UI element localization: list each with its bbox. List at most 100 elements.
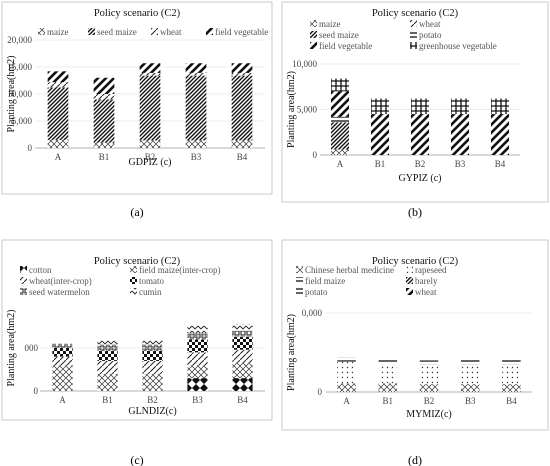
legend-swatch	[151, 28, 158, 35]
panel-frame	[1, 239, 273, 421]
legend-label: seed maize	[319, 30, 359, 40]
legend: Chinese herbal medicine rapeseed field mai…	[296, 265, 447, 297]
legend-label: potato	[419, 30, 442, 40]
bar-segment	[460, 364, 480, 385]
bar-segment	[502, 359, 521, 365]
y-axis-label: Planting area(hm2)	[286, 314, 297, 391]
x-tick-label: A	[343, 396, 350, 406]
legend-label: seed watermelon	[29, 287, 90, 297]
bar-segment	[142, 340, 163, 345]
bar-segment	[232, 362, 253, 379]
chart-panel-c: Policy scenario (C2) cotton field maize(in…	[1, 239, 273, 466]
bar-segment	[142, 373, 163, 391]
legend-swatch	[296, 288, 303, 295]
bar-segment	[460, 384, 480, 392]
legend-swatch	[410, 42, 417, 49]
chart-title: Policy scenario (C2)	[94, 8, 181, 19]
bar-segment	[139, 75, 161, 141]
bar-segment	[93, 77, 115, 94]
x-axis-label: MYMIZ(c)	[406, 409, 452, 420]
bar-segment	[232, 336, 253, 350]
y-tick-label: 0	[28, 143, 33, 153]
legend-swatch	[130, 277, 137, 284]
legend-swatch	[296, 277, 303, 284]
x-tick-label: B3	[192, 395, 203, 405]
x-tick-label: B2	[415, 159, 426, 169]
bar-segment	[52, 356, 73, 366]
bar-segment	[419, 384, 439, 392]
bar-segment	[93, 94, 115, 100]
x-tick-label: A	[59, 395, 66, 405]
legend-label: seed maize	[97, 27, 137, 37]
panel-caption: (d)	[408, 453, 422, 466]
chart-title: Policy scenario (C2)	[372, 8, 459, 19]
y-axis-label: Planting area(hm2)	[286, 71, 297, 148]
legend-label: wheat	[415, 287, 437, 297]
bar-segment	[139, 63, 161, 73]
bar-segment	[451, 98, 469, 115]
legend-swatch	[20, 277, 27, 284]
panel-caption: (b)	[408, 205, 422, 219]
bar-segment	[142, 344, 163, 351]
x-tick-label: B4	[495, 159, 506, 169]
bar-segment	[232, 330, 253, 337]
y-tick-label: 0,000	[302, 308, 323, 318]
y-tick-label: 15,000	[7, 62, 32, 72]
x-axis-label: GYPIZ (c)	[398, 173, 441, 184]
bar-segment	[231, 63, 253, 73]
legend-label: barely	[415, 276, 438, 286]
x-tick-label: B2	[145, 152, 156, 162]
legend-label: Chinese herbal medicine	[305, 265, 394, 275]
legend-label: tomato	[139, 276, 164, 286]
bar-segment	[231, 72, 253, 76]
legend-swatch	[406, 288, 413, 295]
x-tick-label: B3	[191, 152, 202, 162]
panel-frame	[1, 1, 273, 195]
bar-segment	[502, 384, 521, 392]
legend-swatch	[130, 288, 137, 295]
y-tick-label: 10,000	[7, 89, 32, 99]
bar-segment	[52, 343, 73, 348]
chart-panel-a: Policy scenario (C2) maize seed maize wheat…	[1, 1, 273, 219]
bar-segment	[187, 378, 208, 391]
legend-label: cumin	[139, 287, 162, 297]
bar-segment	[411, 114, 429, 155]
legend-label: rapeseed	[415, 265, 447, 275]
x-tick-label: B1	[383, 396, 394, 406]
y-tick-label: 0	[313, 150, 318, 160]
y-tick-label: 10,000	[292, 59, 317, 69]
legend-swatch	[20, 266, 27, 273]
bar-segment	[142, 360, 163, 374]
bar-segment	[378, 383, 398, 392]
bar-segment	[93, 99, 115, 143]
bar-segment	[460, 359, 480, 365]
bar-segment	[491, 114, 509, 155]
bar-segment	[139, 72, 161, 76]
bar-segment	[142, 350, 163, 361]
x-tick-label: B4	[237, 395, 248, 405]
legend: maize seed maize wheat field vegetable	[38, 27, 268, 37]
legend-swatch	[88, 28, 95, 35]
bar-segment	[502, 364, 521, 385]
x-tick-label: B4	[237, 152, 248, 162]
bar-segment	[97, 373, 118, 391]
bar-segment	[231, 140, 253, 148]
panel-caption: (c)	[130, 453, 143, 466]
y-axis-label: Planting area(hm2)	[6, 310, 17, 387]
x-tick-label: B1	[99, 152, 110, 162]
bar-segment	[97, 344, 118, 351]
x-axis-label: GDPIZ (c)	[128, 157, 171, 168]
panel-caption: (a)	[130, 205, 143, 219]
bar-segment	[97, 340, 118, 345]
bar-segment	[231, 75, 253, 141]
legend: cotton field maize(inter-crop) wheat(inter…	[20, 265, 221, 297]
legend-swatch	[410, 20, 417, 27]
bar-segment	[371, 98, 389, 115]
bar-segment	[187, 365, 208, 379]
bar-segment	[187, 325, 208, 334]
x-tick-label: A	[55, 152, 62, 162]
bar-segment	[337, 357, 356, 362]
y-tick-label: 5,000	[12, 116, 33, 126]
x-tick-label: B1	[102, 395, 113, 405]
